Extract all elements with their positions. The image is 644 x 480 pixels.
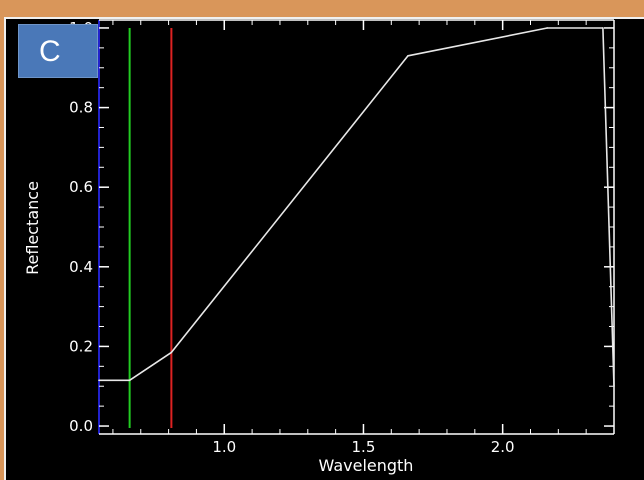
reflectance-data-point [407,55,409,57]
plot-panel [4,17,644,480]
reflectance-data-point [128,379,131,382]
y-tick-label: 0.4 [69,258,93,276]
x-tick-label: 2.0 [491,438,515,456]
y-tick-label: 0.8 [69,99,93,117]
panel-label-badge: C [18,24,98,78]
y-axis-label: Reflectance [23,181,42,275]
x-tick-label: 1.0 [212,438,236,456]
x-axis-label: Wavelength [319,456,414,475]
reflectance-data-point [613,385,615,388]
x-tick-label: 1.5 [352,438,376,456]
y-tick-label: 0.2 [69,337,93,355]
reflectance-data-point [170,351,173,354]
y-tick-label: 0.0 [69,417,93,435]
reflectance-data-point [546,27,548,29]
y-tick-label: 0.6 [69,178,93,196]
reflectance-data-point [98,379,100,382]
reflectance-series-line [99,27,615,387]
reflectance-data-point [602,27,604,29]
